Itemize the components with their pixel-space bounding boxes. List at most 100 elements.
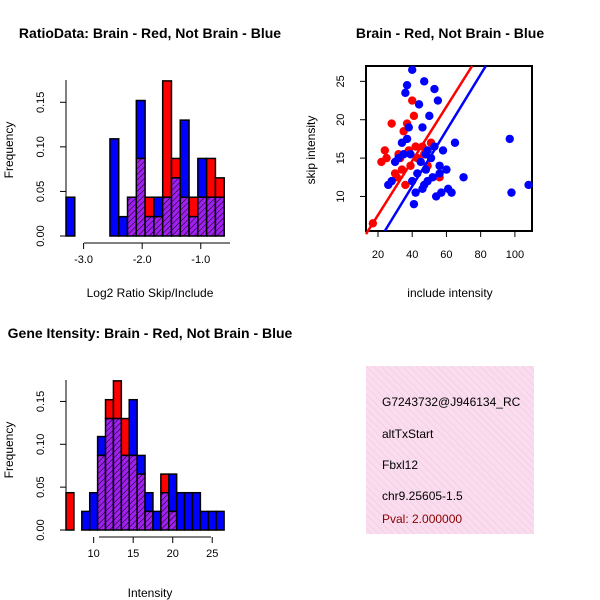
ratio-y-tick-label: 0.10 bbox=[35, 136, 47, 157]
intensity-bar-brain-12 bbox=[160, 473, 170, 494]
scatter-point-brain bbox=[409, 111, 419, 121]
ratio-bar-notbrain-10 bbox=[153, 196, 164, 218]
scatter-y-label: skip intensity bbox=[304, 116, 318, 185]
scatter-point-not-brain bbox=[402, 134, 412, 144]
scatter-point-not-brain bbox=[450, 138, 460, 147]
ratio-x-tick-label: -3.0 bbox=[74, 254, 93, 266]
scatter-y-ticks: 10 15 20 25 bbox=[335, 75, 366, 203]
intensity-bar-brain-6 bbox=[112, 380, 123, 420]
intensity-bar-overlap-hatch-9 bbox=[137, 474, 146, 530]
scatter-point-not-brain bbox=[433, 96, 443, 105]
scatter-point-not-brain bbox=[507, 188, 516, 197]
intensity-bar-notbrain-8 bbox=[128, 398, 138, 457]
ratio-title: RatioData: Brain - Red, Not Brain - Blue bbox=[19, 25, 281, 41]
info-clip: G7243732@J946134_RC altTxStart Fbxl12 ch… bbox=[382, 395, 521, 526]
ratio-bar-notbrain-8 bbox=[135, 99, 146, 160]
ratio-bar-overlap-hatch-10 bbox=[153, 216, 163, 236]
scatter-points bbox=[368, 65, 533, 228]
ratio-bar-brain-9 bbox=[144, 196, 155, 218]
scatter-point-not-brain bbox=[401, 88, 410, 98]
intensity-bar-notbrain-3 bbox=[88, 491, 99, 531]
scatter-point-not-brain bbox=[435, 169, 444, 178]
scatter-point-brain bbox=[408, 96, 417, 105]
scatter-x-ticks: 20 40 60 80 100 bbox=[372, 231, 524, 261]
intensity-bar-overlap-hatch-6 bbox=[113, 418, 122, 530]
intensity-bar-brain-5 bbox=[104, 398, 115, 420]
intensity-title: Gene Itensity: Brain - Red, Not Brain - … bbox=[8, 325, 293, 341]
scatter-point-not-brain bbox=[438, 146, 448, 155]
scatter-x-tick-label: 100 bbox=[506, 249, 524, 261]
intensity-bar-notbrain-10 bbox=[144, 491, 154, 513]
intensity-bar-overlap-hatch-4 bbox=[97, 455, 106, 530]
ratio-bar-brain-12 bbox=[170, 157, 182, 179]
intensity-y-tick-label: 0.05 bbox=[35, 476, 47, 497]
intensity-bar-notbrain-16 bbox=[191, 491, 202, 531]
intensity-x-tick-label: 15 bbox=[127, 548, 139, 560]
ratio-bar-notbrain-15 bbox=[197, 157, 208, 198]
scatter-point-not-brain bbox=[408, 65, 417, 75]
intensity-bar-brain-0 bbox=[65, 491, 75, 531]
intensity-bar-notbrain-19 bbox=[215, 510, 225, 531]
scatter-point-not-brain bbox=[414, 100, 424, 109]
scatter-title: Brain - Red, Not Brain - Blue bbox=[356, 25, 544, 41]
intensity-y-tick-label: 0.00 bbox=[35, 519, 47, 540]
scatter-fit-brain bbox=[364, 65, 474, 235]
panel-scatter: Brain - Red, Not Brain - Blue 10 15 20 25 2… bbox=[304, 25, 544, 300]
scatter-point-brain bbox=[387, 119, 396, 128]
intensity-bar-notbrain-4 bbox=[96, 435, 107, 457]
scatter-point-not-brain bbox=[399, 150, 408, 159]
info-line-probe: G7243732@J946134_RC bbox=[382, 395, 521, 409]
ratio-bar-overlap-hatch-11 bbox=[162, 197, 172, 236]
intensity-x-tick-label: 10 bbox=[88, 548, 100, 560]
intensity-bar-notbrain-18 bbox=[207, 510, 217, 531]
intensity-y-label: Frequency bbox=[2, 422, 16, 479]
info-hatch bbox=[366, 366, 534, 534]
scatter-point-not-brain bbox=[411, 188, 420, 197]
intensity-bar-notbrain-17 bbox=[199, 510, 210, 531]
scatter-point-not-brain bbox=[435, 161, 444, 170]
scatter-point-not-brain bbox=[409, 199, 419, 209]
ratio-bar-overlap-hatch-14 bbox=[189, 216, 198, 236]
ratio-bar-overlap-hatch-13 bbox=[180, 197, 190, 236]
scatter-point-not-brain bbox=[418, 123, 427, 132]
scatter-point-not-brain bbox=[428, 173, 437, 182]
ratio-bar-overlap-hatch-17 bbox=[215, 197, 225, 236]
scatter-point-brain bbox=[401, 180, 410, 190]
ratio-y-tick-label: 0.05 bbox=[35, 181, 47, 202]
ratio-bar-notbrain-13 bbox=[179, 119, 190, 198]
ratio-bar-overlap-hatch-9 bbox=[145, 216, 154, 236]
intensity-bar-notbrain-9 bbox=[136, 454, 146, 475]
scatter-point-not-brain bbox=[505, 134, 514, 144]
scatter-x-tick-label: 60 bbox=[440, 249, 452, 261]
intensity-bar-notbrain-15 bbox=[183, 491, 194, 531]
panel-intensity: Gene Itensity: Brain - Red, Not Brain - … bbox=[2, 325, 293, 600]
intensity-bar-overlap-hatch-8 bbox=[129, 455, 138, 530]
scatter-x-tick-label: 80 bbox=[475, 249, 487, 261]
scatter-point-brain bbox=[382, 153, 391, 163]
ratio-bar-overlap-hatch-15 bbox=[197, 197, 207, 236]
intensity-bar-overlap-hatch-5 bbox=[105, 418, 114, 530]
ratio-y-ticks: 0.00 0.05 0.10 0.15 bbox=[35, 92, 66, 247]
info-line-gene: Fbxl12 bbox=[382, 458, 418, 472]
intensity-bar-notbrain-13 bbox=[168, 473, 178, 513]
scatter-point-not-brain bbox=[419, 77, 429, 86]
scatter-point-brain bbox=[380, 146, 390, 155]
intensity-y-tick-label: 0.15 bbox=[35, 391, 47, 412]
scatter-frame bbox=[365, 65, 533, 232]
scatter-point-not-brain bbox=[404, 123, 413, 132]
scatter-point-not-brain bbox=[524, 180, 533, 190]
intensity-bar-overlap-hatch-7 bbox=[121, 455, 130, 530]
scatter-x-tick-label: 20 bbox=[372, 249, 384, 261]
intensity-bar-overlap-hatch-12 bbox=[160, 492, 169, 530]
intensity-bar-notbrain-14 bbox=[175, 491, 186, 531]
info-panel: G7243732@J946134_RC altTxStart Fbxl12 ch… bbox=[366, 366, 534, 534]
panel-ratio: RatioData: Brain - Red, Not Brain - Blue… bbox=[2, 25, 281, 300]
scatter-point-not-brain bbox=[402, 80, 412, 90]
intensity-y-ticks: 0.00 0.05 0.10 0.15 bbox=[35, 391, 66, 541]
ratio-x-tick-label: -1.0 bbox=[191, 254, 210, 266]
scatter-point-not-brain bbox=[425, 111, 434, 121]
intensity-bar-overlap-hatch-13 bbox=[168, 511, 177, 530]
intensity-y-tick-label: 0.10 bbox=[35, 434, 47, 455]
intensity-bars bbox=[65, 380, 225, 531]
scatter-point-not-brain bbox=[459, 173, 468, 182]
